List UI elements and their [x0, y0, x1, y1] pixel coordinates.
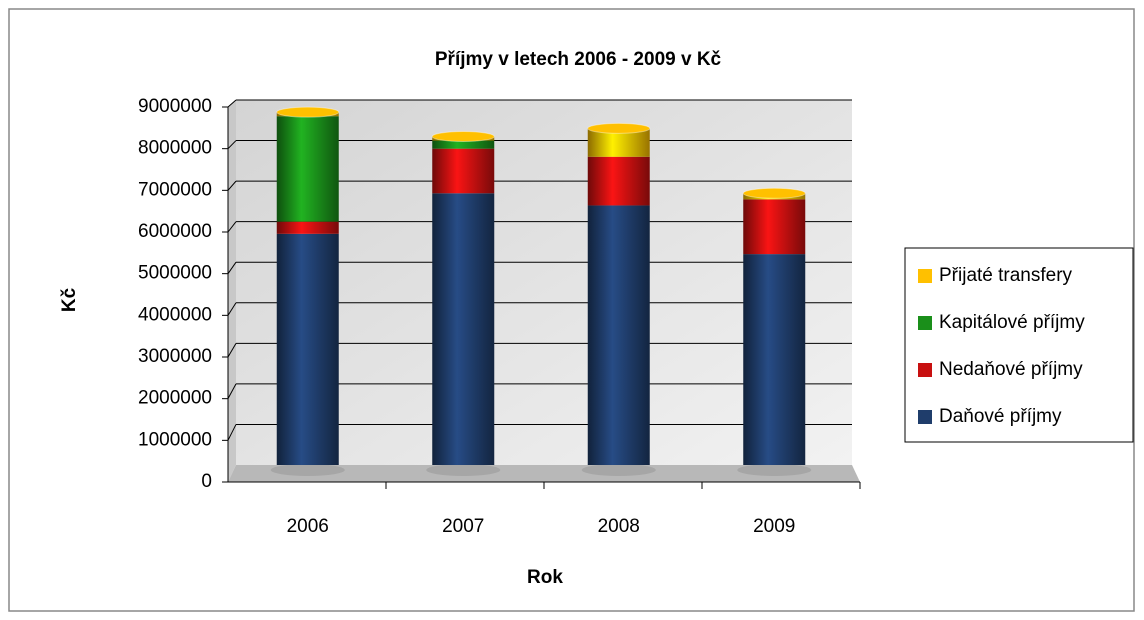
legend-label: Daňové příjmy	[939, 406, 1062, 427]
bar-top	[587, 122, 651, 134]
floor-shadow	[426, 464, 501, 476]
bar-segment	[276, 116, 339, 222]
grid-line	[227, 261, 237, 274]
y-tick-label: 7000000	[138, 179, 212, 200]
bar-segment	[432, 193, 495, 465]
bar-segment	[432, 148, 495, 194]
bar-segment	[432, 140, 495, 149]
y-tick-label: 2000000	[138, 388, 212, 409]
legend-label: Kapitálové příjmy	[939, 312, 1085, 333]
bar-top	[276, 106, 340, 118]
legend-swatch	[918, 410, 932, 424]
x-tick-label: 2006	[287, 516, 329, 537]
grid-line	[227, 424, 237, 441]
grid-line	[227, 221, 237, 233]
floor-shadow	[737, 464, 812, 476]
bar-top	[431, 131, 495, 142]
chart-title: Příjmy v letech 2006 - 2009 v Kč	[435, 49, 722, 70]
bar-segment	[743, 254, 806, 465]
floor	[228, 465, 860, 482]
y-tick-label: 0	[201, 471, 212, 492]
bar-top	[742, 187, 806, 199]
legend-label: Nedaňové příjmy	[939, 359, 1083, 380]
grid-line	[227, 180, 237, 191]
bar-segment	[587, 156, 650, 206]
x-tick-label: 2008	[598, 516, 640, 537]
bar-segment	[587, 205, 650, 465]
y-axis-title: Kč	[59, 287, 80, 312]
y-tick-label: 1000000	[138, 429, 212, 450]
side-wall	[228, 100, 236, 482]
back-wall	[236, 100, 852, 465]
y-tick-label: 5000000	[138, 263, 212, 284]
grid-line	[227, 99, 237, 108]
x-axis-title: Rok	[527, 567, 563, 588]
legend-label: Přijaté transfery	[939, 265, 1073, 286]
y-tick-label: 4000000	[138, 304, 212, 325]
grid-line	[227, 343, 237, 358]
bar-segment	[743, 199, 806, 255]
y-tick-label: 8000000	[138, 138, 212, 159]
bar-segment	[276, 233, 339, 465]
x-tick-label: 2009	[753, 516, 795, 537]
legend-swatch	[918, 269, 932, 283]
y-tick-label: 9000000	[138, 96, 212, 117]
x-tick-label: 2007	[442, 516, 484, 537]
grid-line	[227, 140, 237, 150]
bar-segment	[276, 221, 339, 234]
floor-shadow	[270, 464, 345, 476]
legend-swatch	[918, 316, 932, 330]
legend-swatch	[918, 363, 932, 377]
legend	[904, 247, 1134, 443]
grid-line	[227, 302, 237, 316]
grid-line	[227, 383, 237, 399]
y-tick-label: 6000000	[138, 221, 212, 242]
floor-shadow	[581, 464, 656, 476]
y-tick-label: 3000000	[138, 346, 212, 367]
